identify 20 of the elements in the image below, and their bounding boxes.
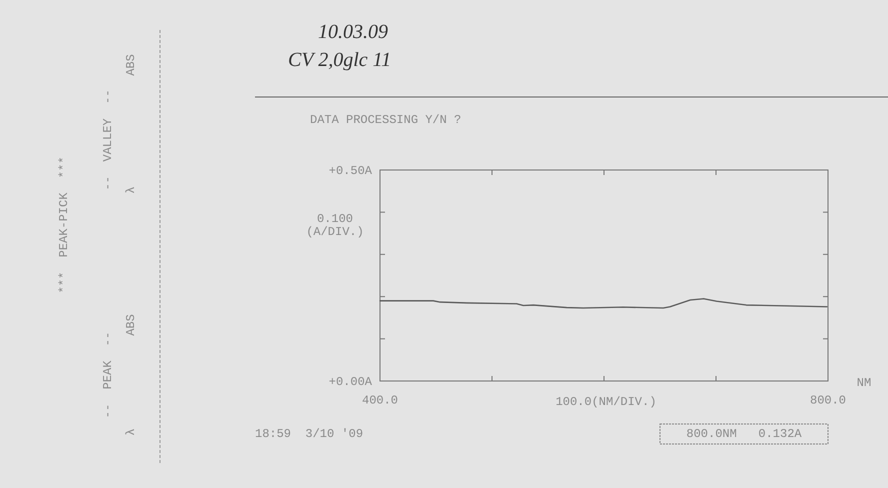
y-axis-title: 0.100 (A/DIV.) [306,212,364,239]
text: 800.0NM 0.132A [686,427,802,441]
text: *** PEAK-PICK *** [57,156,71,294]
text: 10.03.09 [318,21,388,43]
text: λ [124,428,138,436]
text: ABS [124,314,138,336]
line-series [379,298,828,309]
chart-title: DATA PROCESSING Y/N ? [310,113,462,127]
text: ABS [124,54,138,76]
x-tick-label: 400.0 [362,394,398,408]
text: NM [856,376,872,390]
text: λ [124,186,138,194]
y-tick-label: +0.00A [328,374,373,389]
x-axis-title: 100.0(NM/DIV.) [556,395,656,409]
text: -- PEAK -- [101,332,115,418]
text: -- VALLEY -- [101,90,115,190]
y-tick-label: +0.50A [328,164,373,178]
text: 18:59 3/10 '09 [255,427,364,441]
x-tick-label: 800.0 [810,394,846,408]
text: CV 2,0glc 11 [288,49,392,71]
